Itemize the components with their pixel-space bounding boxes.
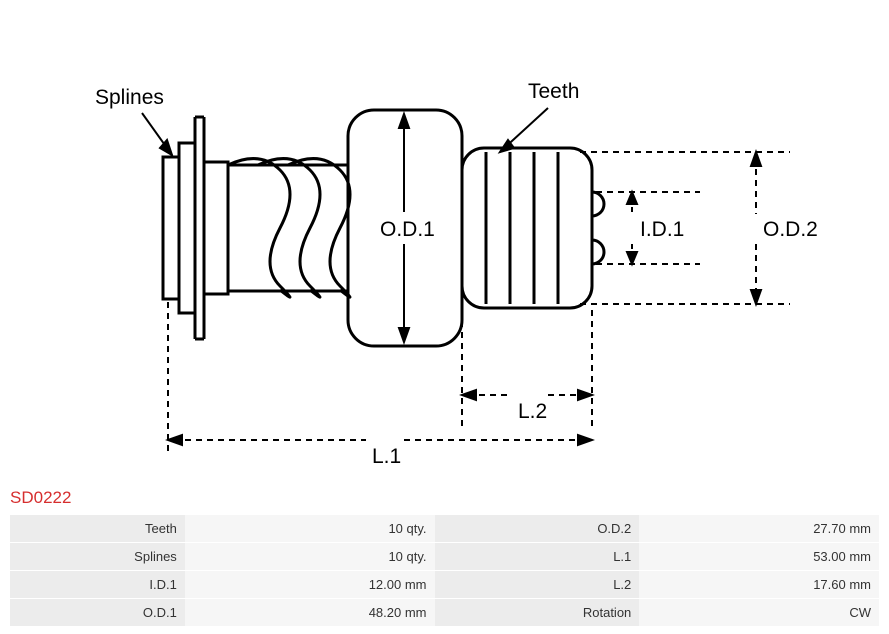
label-id1: I.D.1 bbox=[640, 218, 684, 242]
part-number: SD0222 bbox=[10, 488, 889, 508]
spec-label: Teeth bbox=[10, 515, 185, 542]
spec-value: 10 qty. bbox=[185, 515, 435, 542]
page-container: Splines Teeth O.D.1 I.D.1 O.D.2 L.2 L.1 bbox=[0, 0, 889, 627]
spec-label: I.D.1 bbox=[10, 571, 185, 598]
diagram-svg bbox=[0, 0, 889, 480]
label-l2: L.2 bbox=[518, 400, 547, 424]
spec-value: CW bbox=[639, 599, 879, 626]
spec-label: Splines bbox=[10, 543, 185, 570]
spec-label: L.2 bbox=[435, 571, 640, 598]
spec-label: O.D.2 bbox=[435, 515, 640, 542]
label-od1: O.D.1 bbox=[380, 218, 435, 242]
label-l1: L.1 bbox=[372, 445, 401, 469]
table-row: O.D.148.20 mmRotationCW bbox=[10, 599, 879, 626]
spec-table: Teeth10 qty.O.D.227.70 mmSplines10 qty.L… bbox=[10, 514, 879, 627]
spec-label: L.1 bbox=[435, 543, 640, 570]
spec-value: 10 qty. bbox=[185, 543, 435, 570]
spec-value: 12.00 mm bbox=[185, 571, 435, 598]
technical-diagram: Splines Teeth O.D.1 I.D.1 O.D.2 L.2 L.1 bbox=[0, 0, 889, 480]
spec-value: 27.70 mm bbox=[639, 515, 879, 542]
spec-value: 17.60 mm bbox=[639, 571, 879, 598]
spec-label: O.D.1 bbox=[10, 599, 185, 626]
table-row: Splines10 qty.L.153.00 mm bbox=[10, 543, 879, 570]
spec-value: 48.20 mm bbox=[185, 599, 435, 626]
label-splines: Splines bbox=[95, 86, 164, 110]
spec-value: 53.00 mm bbox=[639, 543, 879, 570]
table-row: I.D.112.00 mmL.217.60 mm bbox=[10, 571, 879, 598]
label-od2: O.D.2 bbox=[763, 218, 818, 242]
label-teeth: Teeth bbox=[528, 80, 579, 104]
spec-label: Rotation bbox=[435, 599, 640, 626]
table-row: Teeth10 qty.O.D.227.70 mm bbox=[10, 515, 879, 542]
